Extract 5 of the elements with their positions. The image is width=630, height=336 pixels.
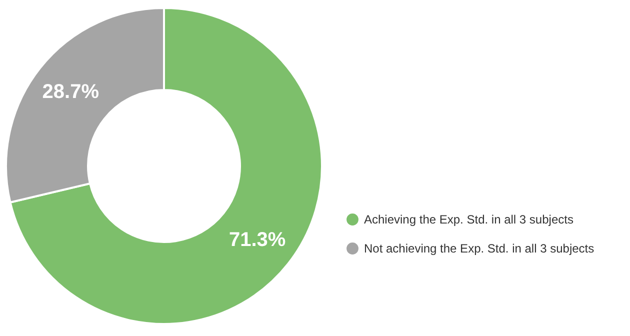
- donut-slice: [9, 7, 323, 325]
- data-label: 28.7%: [42, 81, 100, 104]
- legend-label: Not achieving the Exp. Std. in all 3 subjects: [364, 242, 594, 256]
- legend-label: Achieving the Exp. Std. in all 3 subjects: [364, 212, 574, 226]
- data-label: 71.3%: [228, 228, 286, 251]
